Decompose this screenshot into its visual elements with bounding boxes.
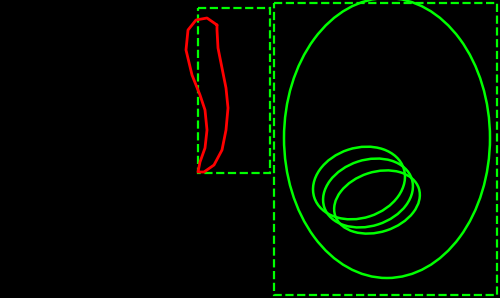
Bar: [198, 8, 270, 173]
Bar: [274, 3, 497, 295]
